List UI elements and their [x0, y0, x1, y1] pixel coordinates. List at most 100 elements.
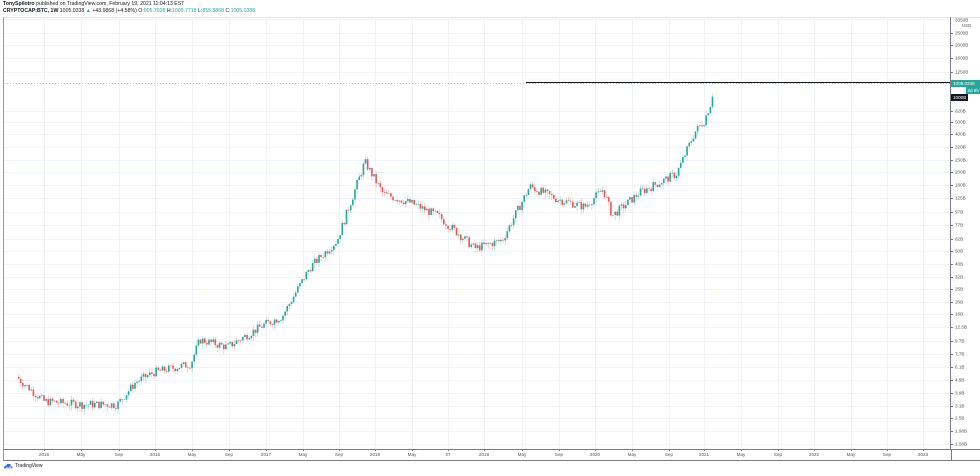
time-tick-label: 2018	[369, 452, 381, 457]
price-tick-label: 3.1B	[955, 403, 965, 409]
time-tick-mark	[887, 449, 888, 451]
time-tick-mark	[339, 449, 340, 451]
candlestick-chart[interactable]	[4, 18, 951, 450]
price-tick-mark	[951, 72, 953, 73]
time-tick-mark	[119, 449, 120, 451]
price-axis[interactable]: USD 3350B 2500B 2000B 1600B 1250B 620B 500B 400…	[950, 17, 980, 450]
time-axis[interactable]: 2015 May Sep 2016 May Sep 2017 May Sep 2018 May 27 2…	[3, 449, 980, 461]
currency-label: USD	[962, 23, 972, 28]
time-tick-mark	[81, 449, 82, 451]
price-tick-mark	[951, 393, 953, 394]
time-tick-mark	[778, 449, 779, 451]
time-tick-mark	[44, 449, 45, 451]
time-tick-label: May	[517, 452, 527, 457]
time-tick-label: 2023	[917, 452, 929, 457]
price-tick-mark	[951, 160, 953, 161]
publish-text: published on TradingView.com, February 1…	[36, 1, 185, 7]
up-arrow-icon: ▲	[85, 8, 91, 14]
price-tick-mark	[951, 289, 953, 290]
time-tick-mark	[595, 449, 596, 451]
time-tick-label: 2017	[260, 452, 272, 457]
author-name[interactable]: TonySpilotro	[3, 1, 35, 7]
time-tick-mark	[484, 449, 485, 451]
time-tick-mark	[192, 449, 193, 451]
time-tick-label: 2019	[478, 452, 490, 457]
price-tick-label: 400B	[955, 131, 966, 137]
time-tick-label: 27	[445, 452, 451, 457]
price-tick-mark	[951, 111, 953, 112]
axis-corner-divider	[951, 450, 952, 460]
price-tick-mark	[951, 341, 953, 342]
price-tick-mark	[951, 239, 953, 240]
time-tick-label: May	[187, 452, 197, 457]
countdown-badge: 2d 8h	[965, 87, 980, 94]
time-tick-label: May	[846, 452, 856, 457]
low-value: 855.3868	[202, 8, 224, 14]
price-tick-mark	[951, 122, 953, 123]
price-tick-label: 16B	[955, 311, 964, 317]
last-price-badge: 1005.0338	[951, 80, 980, 87]
price-tick-label: 1250B	[955, 69, 969, 75]
price-tick-mark	[951, 418, 953, 419]
time-tick-label: May	[407, 452, 417, 457]
time-tick-mark	[704, 449, 705, 451]
time-tick-mark	[229, 449, 230, 451]
time-tick-label: May	[298, 452, 308, 457]
high-value: 1005.7718	[172, 8, 197, 14]
price-tick-mark	[951, 444, 953, 445]
time-tick-label: Sep	[664, 452, 674, 457]
time-tick-label: Sep	[334, 452, 344, 457]
price-tick-label: 3.9B	[955, 390, 965, 396]
time-tick-label: 2020	[589, 452, 601, 457]
price-tick-label: 50B	[955, 248, 964, 254]
price-tick-label: 320B	[955, 144, 966, 150]
time-tick-mark	[632, 449, 633, 451]
price-tick-mark	[951, 277, 953, 278]
price-tick-mark	[951, 302, 953, 303]
plot-area[interactable]	[3, 17, 951, 450]
time-tick-label: May	[736, 452, 746, 457]
price-tick-mark	[951, 134, 953, 135]
price-tick-mark	[951, 212, 953, 213]
time-tick-label: Sep	[224, 452, 234, 457]
time-tick-label: Sep	[554, 452, 564, 457]
tradingview-branding[interactable]: TradingView	[3, 463, 43, 469]
open-label: O:	[138, 8, 144, 14]
time-tick-mark	[851, 449, 852, 451]
chart-header: TonySpilotro published on TradingView.co…	[3, 1, 255, 15]
publish-info: TonySpilotro published on TradingView.co…	[3, 1, 255, 8]
price-tick-mark	[951, 380, 953, 381]
price-tick-label: 2000B	[955, 42, 969, 48]
price-tick-label: 250B	[955, 157, 966, 163]
open-value: 905.7938	[143, 8, 166, 14]
time-tick-mark	[522, 449, 523, 451]
price-tick-label: 1600B	[955, 55, 969, 61]
high-label: H:	[166, 8, 173, 14]
last-price: 1005.0338	[59, 8, 85, 14]
time-tick-label: 2015	[38, 452, 50, 457]
time-tick-label: 2021	[698, 452, 710, 457]
time-tick-mark	[741, 449, 742, 451]
price-tick-mark	[951, 367, 953, 368]
price-tick-mark	[951, 251, 953, 252]
symbol-info: CRYPTOCAP:BTC, 1W 1005.0338 ▲ +43.9868 (…	[3, 8, 255, 15]
tradingview-logo-icon	[4, 463, 13, 469]
price-tick-label: 25B	[955, 286, 964, 292]
time-tick-mark	[266, 449, 267, 451]
price-tick-label: 3350B	[955, 17, 969, 23]
price-tick-label: 160B	[955, 182, 966, 188]
price-tick-mark	[951, 431, 953, 432]
time-tick-mark	[669, 449, 670, 451]
price-tick-label: 97B	[955, 209, 964, 215]
close-label: C:	[225, 8, 231, 14]
price-tick-mark	[951, 198, 953, 199]
price-tick-label: 62B	[955, 236, 964, 242]
price-tick-mark	[951, 185, 953, 186]
price-tick-label: 2500B	[955, 30, 969, 36]
price-tick-label: 125B	[955, 195, 966, 201]
change-value: +43.9868 (+4.58%)	[92, 8, 137, 14]
time-tick-label: 2022	[808, 452, 820, 457]
low-label: L:	[198, 8, 203, 14]
price-tick-label: 200B	[955, 169, 966, 175]
price-tick-mark	[951, 406, 953, 407]
